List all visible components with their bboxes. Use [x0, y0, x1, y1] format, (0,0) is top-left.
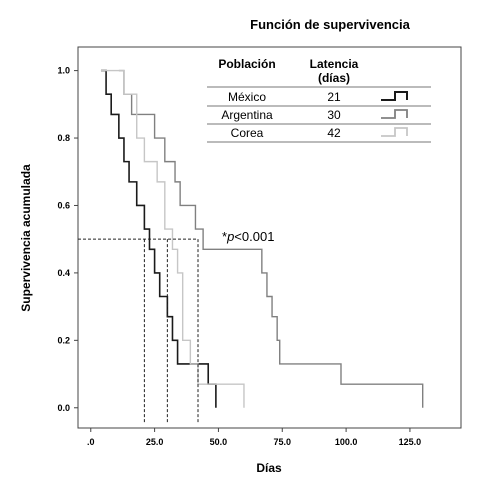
y-axis-label: Supervivencia acumulada [19, 164, 33, 312]
legend-latency-2: 42 [327, 126, 341, 140]
x-tick-label-2: 50.0 [210, 437, 228, 447]
p-value-annotation: *p<0.001 [222, 229, 274, 244]
x-tick-label-3: 75.0 [274, 437, 292, 447]
y-tick-label-1: 0.2 [57, 335, 70, 345]
y-tick-label-5: 1.0 [57, 66, 70, 76]
legend-header-days: (días) [318, 71, 350, 85]
x-tick-label-4: 100.0 [335, 437, 358, 447]
legend: Población Latencia(días) México 21 Argentina… [207, 57, 431, 143]
legend-name-0: México [228, 90, 266, 104]
legend-swatch-0 [381, 91, 408, 101]
plot-frame [77, 46, 462, 429]
y-tick-label-4: 0.8 [57, 133, 70, 143]
legend-header-population: Población [218, 57, 275, 71]
legend-latency-0: 21 [327, 90, 341, 104]
series-line-mxico [100, 69, 217, 408]
legend-name-1: Argentina [221, 108, 273, 122]
median-guides [78, 238, 199, 423]
series-line-argentina [118, 69, 424, 408]
y-tick-label-2: 0.4 [57, 268, 70, 278]
x-tick-label-1: 25.0 [146, 437, 164, 447]
x-tick-label-5: 125.0 [399, 437, 422, 447]
y-tick-label-3: 0.6 [57, 200, 70, 210]
legend-header-latency: Latencia [310, 57, 359, 71]
x-tick-label-0: .0 [87, 437, 95, 447]
series-line-corea [100, 69, 245, 408]
x-axis-label: Días [256, 461, 282, 475]
axes-layer: 0.0 0.2 0.4 0.6 0.8 1.0 .0 25.0 50.0 75.0 100.0 125… [57, 66, 421, 447]
legend-swatch-2 [381, 127, 408, 137]
legend-swatch-1 [381, 109, 408, 119]
chart-title: Función de supervivencia [250, 17, 410, 32]
series-layer [100, 69, 424, 408]
y-tick-label-0: 0.0 [57, 403, 70, 413]
legend-latency-1: 30 [327, 108, 341, 122]
legend-name-2: Corea [231, 126, 264, 140]
